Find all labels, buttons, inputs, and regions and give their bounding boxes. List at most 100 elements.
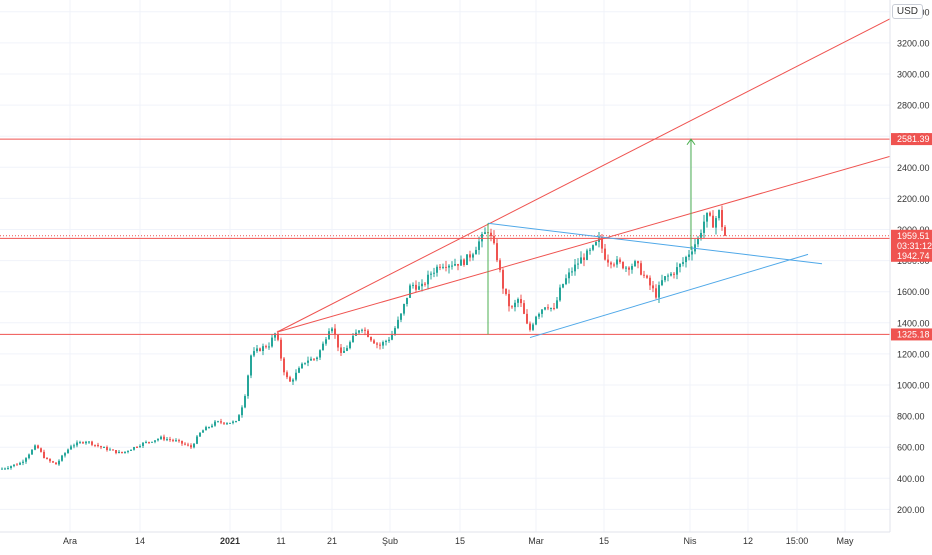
y-tick-label: 200.00 xyxy=(897,505,925,515)
y-tick-label: 600.00 xyxy=(897,443,925,453)
candle-body xyxy=(385,340,387,343)
currency-badge[interactable]: USD xyxy=(891,4,923,19)
candle-body xyxy=(235,420,237,422)
current-price-tag-bg xyxy=(891,229,932,252)
candle-body xyxy=(121,451,123,453)
candle-body xyxy=(184,443,186,445)
candle-body xyxy=(592,245,594,250)
candle-body xyxy=(517,299,519,303)
candle-body xyxy=(106,447,108,451)
candle-body xyxy=(433,272,435,274)
candle-body xyxy=(10,466,12,468)
candle-body xyxy=(103,447,105,449)
measure-arrow-head xyxy=(686,138,696,146)
candle-body xyxy=(571,271,573,273)
level-tag-bg xyxy=(891,249,932,262)
candle-body xyxy=(358,330,360,333)
y-tick-label: 2200.00 xyxy=(897,194,930,204)
candle-body xyxy=(262,346,264,351)
candle-body xyxy=(697,237,699,245)
candle-body xyxy=(520,299,522,304)
candle-body xyxy=(52,461,54,463)
candle-body xyxy=(421,283,423,287)
candle-body xyxy=(364,329,366,331)
candle-body xyxy=(196,436,198,444)
candle-body xyxy=(58,460,60,465)
level-tag-bg xyxy=(891,328,932,341)
candle-body xyxy=(511,306,513,308)
candle-body xyxy=(148,441,150,443)
candle-body xyxy=(19,462,21,465)
candle-body xyxy=(535,316,537,325)
y-tick-label: 1400.00 xyxy=(897,318,930,328)
candle-body xyxy=(265,346,267,348)
candle-body xyxy=(208,427,210,429)
candle-body xyxy=(475,249,477,255)
candle-body xyxy=(346,348,348,351)
candle-body xyxy=(49,459,51,462)
candle-body xyxy=(553,307,555,309)
candle-body xyxy=(679,263,681,268)
candle-body xyxy=(25,458,27,462)
candle-body xyxy=(157,438,159,441)
candle-body xyxy=(493,236,495,244)
y-tick-label: 2400.00 xyxy=(897,163,930,173)
level-tag-text: 1942.74 xyxy=(897,251,930,261)
x-tick-label: Nis xyxy=(684,536,697,546)
candle-body xyxy=(322,343,324,351)
candle-body xyxy=(397,319,399,329)
candle-body xyxy=(415,284,417,290)
candle-body xyxy=(610,262,612,265)
trendline-lower xyxy=(276,155,891,333)
candle-body xyxy=(430,273,432,275)
candle-body xyxy=(709,212,711,216)
current-price-tag-text: 03:31:12 xyxy=(897,241,932,251)
price-axis[interactable]: 200.00 400.00 600.00 800.00 1000.00 1200.00 14… xyxy=(889,0,930,532)
candle-body xyxy=(460,259,462,266)
candle-body xyxy=(655,288,657,298)
candle-body xyxy=(289,377,291,382)
candle-body xyxy=(268,346,270,348)
candle-body xyxy=(43,451,45,459)
candle-body xyxy=(514,302,516,308)
candle-body xyxy=(622,261,624,269)
candle-body xyxy=(277,333,279,340)
candle-body xyxy=(181,440,183,444)
candle-body xyxy=(169,439,171,441)
candle-body xyxy=(64,453,66,456)
candle-body xyxy=(559,287,561,301)
y-tick-label: 800.00 xyxy=(897,412,925,422)
candle-body xyxy=(247,375,249,397)
candle-body xyxy=(463,259,465,265)
candle-body xyxy=(202,430,204,433)
candle-body xyxy=(85,441,87,444)
candle-body xyxy=(400,313,402,320)
candle-body xyxy=(568,272,570,279)
candle-body xyxy=(478,241,480,250)
candle-body xyxy=(667,275,669,277)
candle-body xyxy=(619,259,621,262)
candle-body xyxy=(217,421,219,423)
candle-body xyxy=(715,218,717,228)
candle-body xyxy=(163,436,165,440)
x-tick-label: 14 xyxy=(135,536,145,546)
candle-body xyxy=(403,304,405,314)
candle-body xyxy=(469,254,471,258)
candle-body xyxy=(280,339,282,359)
candle-body xyxy=(538,313,540,317)
candle-body xyxy=(424,283,426,285)
candle-body xyxy=(577,263,579,265)
current-price-tag-text: 1959.51 xyxy=(897,231,930,241)
candle-body xyxy=(226,423,228,425)
gridlines xyxy=(0,0,890,532)
drawings xyxy=(0,18,891,339)
candle-body xyxy=(547,307,549,309)
time-axis[interactable]: Ara 14 2021 11 21 Şub 15 Mar 15 Nis 12 15:00 May xyxy=(0,531,890,546)
candle-body xyxy=(199,432,201,437)
candle-body xyxy=(271,337,273,347)
candle-body xyxy=(556,300,558,309)
candle-body xyxy=(286,372,288,378)
candle-body xyxy=(331,328,333,332)
